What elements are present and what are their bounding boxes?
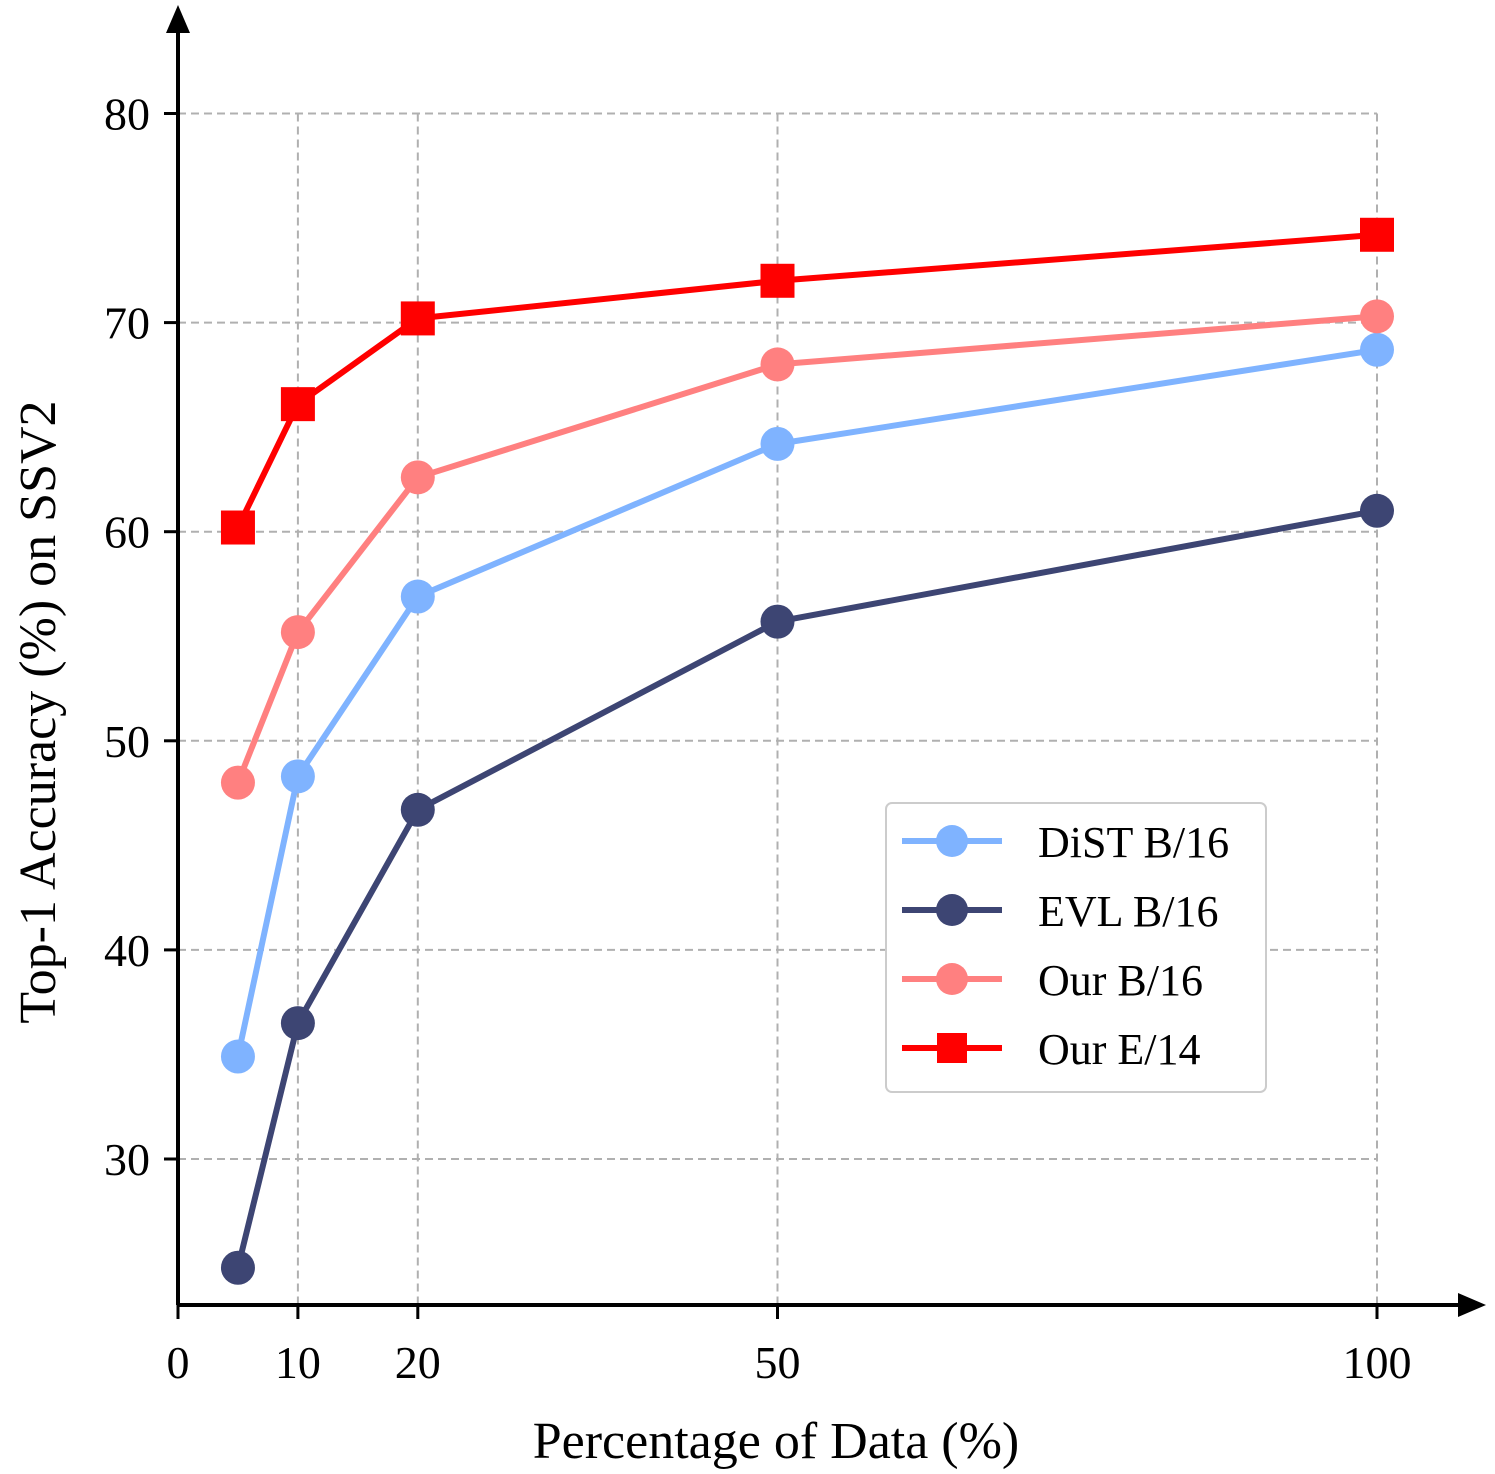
data-point	[220, 1250, 255, 1285]
legend-item-our-e-14: Our E/14	[902, 1025, 1201, 1074]
data-point	[280, 615, 315, 650]
y-tick-label: 60	[104, 507, 150, 558]
x-axis-arrow	[1458, 1293, 1486, 1317]
legend-label: Our B/16	[1038, 956, 1203, 1005]
data-point	[280, 1006, 315, 1041]
y-axis-title: Top-1 Accuracy (%) on SSV2	[10, 400, 67, 1023]
data-point	[400, 460, 435, 495]
series-evl-b-16	[220, 493, 1394, 1285]
series-line	[235, 313, 1378, 784]
series	[220, 217, 1394, 1285]
data-point	[1360, 299, 1394, 334]
legend-marker	[937, 1033, 967, 1063]
y-axis-arrow	[166, 5, 190, 33]
data-point	[280, 759, 315, 794]
data-point	[760, 263, 795, 298]
data-point	[1360, 217, 1394, 252]
y-tick-label: 70	[104, 298, 150, 349]
x-tick-label: 0	[167, 1337, 190, 1388]
data-point	[1360, 493, 1394, 528]
series-our-b-16	[220, 299, 1394, 800]
data-point	[400, 579, 435, 614]
legend-item-dist-b-16: DiST B/16	[902, 818, 1229, 867]
legend-label: EVL B/16	[1038, 887, 1218, 936]
tick-labels: 30 40 50 60 70 80 0 10 20 50 100	[104, 89, 1412, 1389]
y-tick-label: 80	[104, 89, 150, 140]
x-tick-label: 50	[755, 1337, 801, 1388]
legend-marker	[936, 894, 968, 926]
data-point	[280, 387, 315, 422]
data-point	[760, 604, 795, 639]
data-point	[220, 510, 255, 545]
data-point	[760, 347, 795, 382]
data-point	[1360, 332, 1394, 367]
data-point	[400, 301, 435, 336]
legend: DiST B/16 EVL B/16 Our B/16 Our E/14	[885, 802, 1267, 1093]
data-point	[220, 1039, 255, 1074]
data-point	[760, 426, 795, 461]
x-tick-label: 100	[1343, 1337, 1412, 1388]
series-dist-b-16	[220, 332, 1394, 1074]
data-point	[220, 765, 255, 800]
y-tick-label: 50	[104, 716, 150, 767]
legend-marker	[936, 963, 968, 995]
series-our-e-14	[220, 217, 1394, 545]
legend-label: Our E/14	[1038, 1025, 1201, 1074]
y-tick-label: 30	[104, 1134, 150, 1185]
legend-marker	[936, 825, 968, 857]
legend-item-our-b-16: Our B/16	[902, 956, 1203, 1005]
axes	[166, 5, 1486, 1317]
x-axis-title: Percentage of Data (%)	[533, 1413, 1020, 1470]
x-tick-label: 10	[275, 1337, 321, 1388]
legend-box	[885, 802, 1267, 1093]
legend-item-evl-b-16: EVL B/16	[902, 887, 1218, 936]
legend-label: DiST B/16	[1038, 818, 1229, 867]
x-tick-label: 20	[395, 1337, 441, 1388]
data-point	[400, 792, 435, 827]
y-tick-label: 40	[104, 925, 150, 976]
